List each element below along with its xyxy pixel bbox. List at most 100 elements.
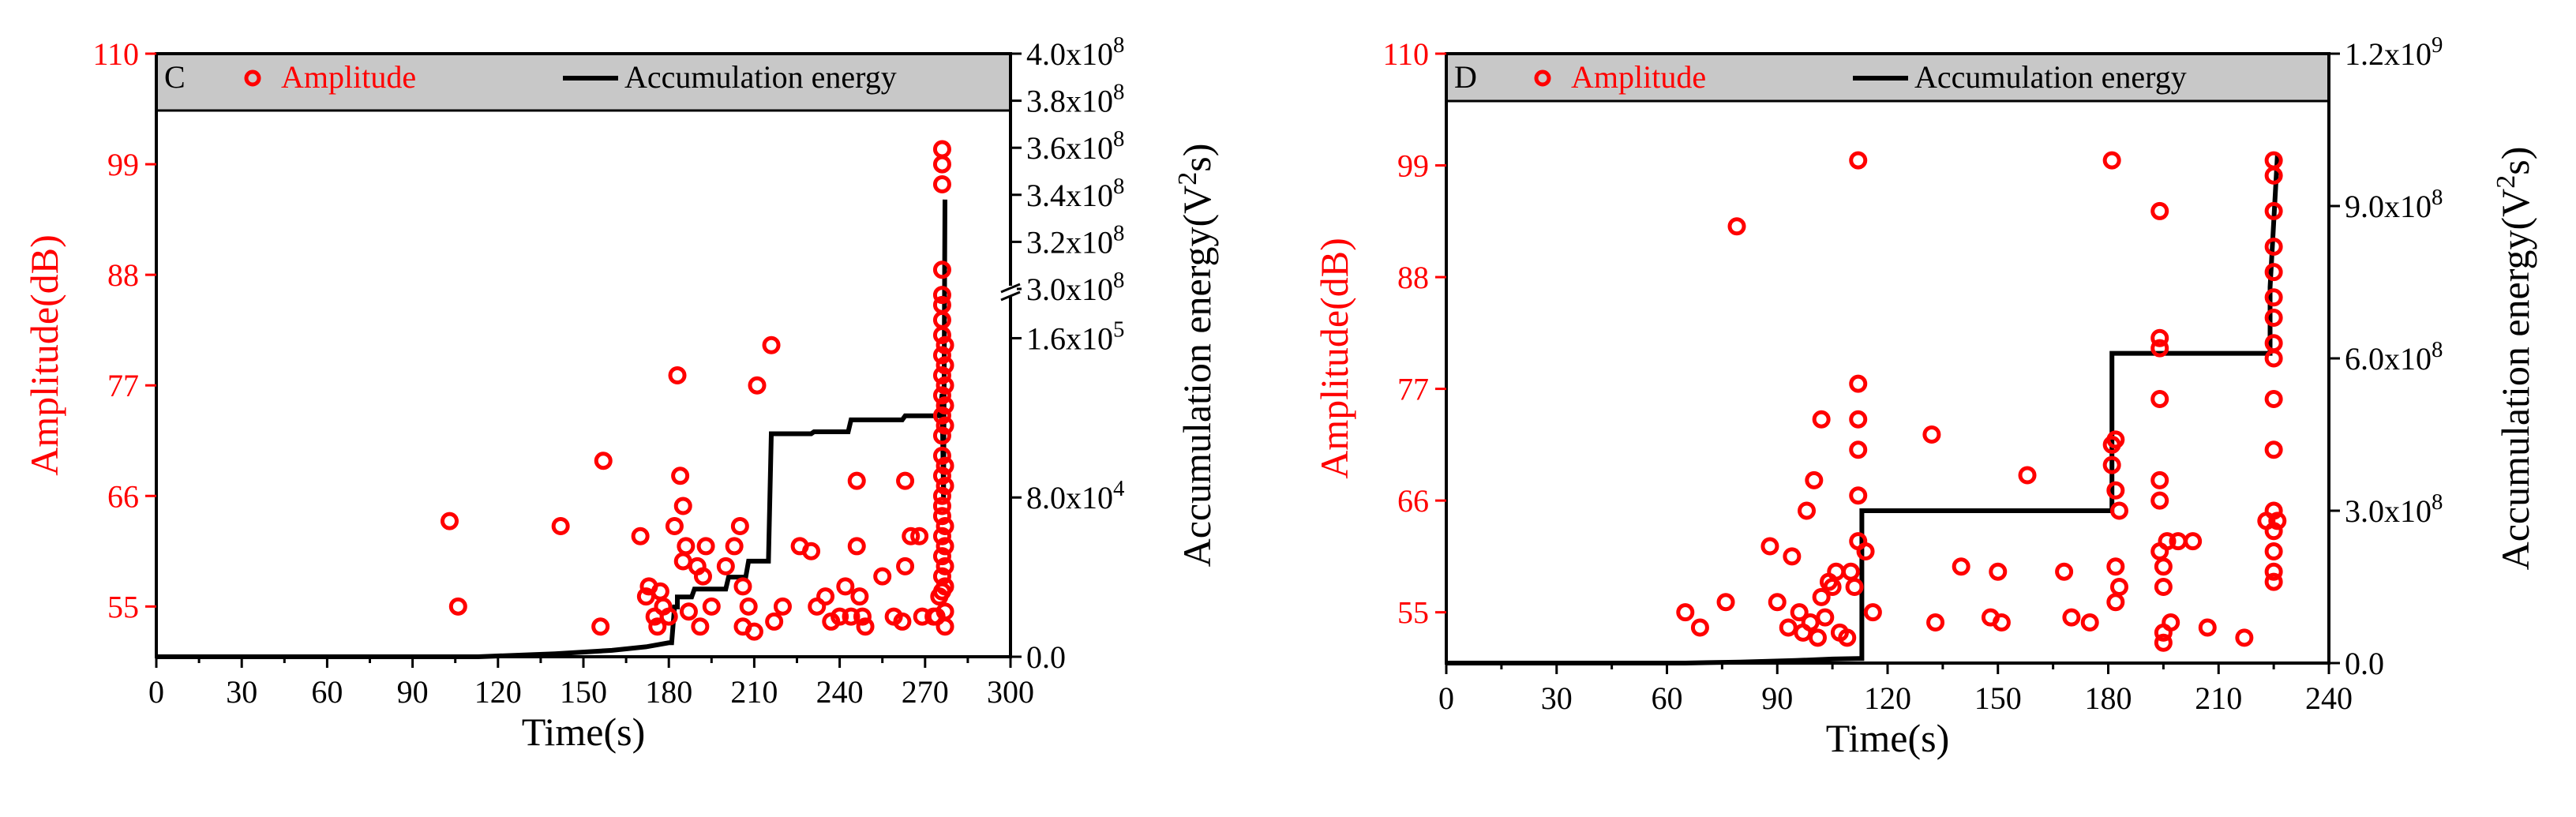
y-right-tick-label-base: 0.0: [2345, 646, 2384, 681]
y-right-tick-label: 3.2x108: [1026, 220, 1124, 260]
amplitude-point: [2154, 633, 2173, 652]
amplitude-point: [910, 527, 929, 545]
x-tick-label: 30: [1541, 680, 1573, 716]
y-right-tick-label-exponent: 8: [1113, 80, 1124, 105]
y-left-axis-title: Amplitude(dB): [22, 234, 66, 476]
amplitude-point: [2264, 389, 2283, 408]
amplitude-point: [2055, 562, 2074, 581]
amplitude-point: [2264, 542, 2283, 560]
x-tick-label: 300: [987, 674, 1034, 710]
amplitude-point: [2109, 578, 2128, 596]
amplitude-point: [2264, 349, 2283, 368]
x-tick-label: 120: [474, 674, 522, 710]
amplitude-point: [1690, 618, 1709, 637]
amplitude-point: [744, 622, 763, 641]
amplitude-point: [673, 497, 692, 515]
axis-break-mark: [1000, 290, 1021, 302]
x-axis-title: Time(s): [1826, 716, 1950, 760]
amplitude-point: [932, 286, 951, 305]
amplitude-point: [725, 537, 744, 556]
amplitude-point: [932, 507, 951, 526]
amplitude-point: [850, 587, 869, 606]
y-right-axis-title-tail: s): [2493, 147, 2537, 175]
amplitude-point: [802, 542, 821, 560]
amplitude-point: [2018, 466, 2037, 485]
y-right-axis-title-sup: 2: [1173, 172, 1202, 186]
amplitude-point: [2150, 389, 2169, 408]
x-tick-label: 90: [397, 674, 429, 710]
amplitude-point: [932, 567, 951, 586]
amplitude-point: [1845, 578, 1864, 596]
plot-frame: [1445, 52, 2330, 665]
legend-amplitude-marker: [1534, 69, 1551, 87]
amplitude-point: [853, 607, 872, 626]
amplitude-point: [936, 557, 954, 575]
y-right-tick-label-exponent: 8: [2432, 489, 2443, 515]
amplitude-point: [2235, 628, 2254, 647]
y-right-tick-label: 6.0x108: [2345, 337, 2443, 377]
y-left-tick-label: 55: [107, 589, 139, 624]
x-tick-label: 210: [2195, 680, 2242, 716]
x-tick-label: 0: [148, 674, 164, 710]
amplitude-point: [1808, 628, 1827, 647]
amplitude-point: [762, 335, 781, 354]
amplitude-point: [691, 617, 710, 636]
amplitude-point: [1805, 470, 1824, 489]
amplitude-point: [1849, 374, 1868, 393]
y-right-tick-label: 1.2x109: [2345, 32, 2443, 72]
y-right-tick-label-base: 3.8x10: [1026, 84, 1113, 119]
amplitude-point: [1816, 608, 1835, 627]
amplitude-point: [932, 295, 951, 314]
amplitude-point: [2150, 491, 2169, 510]
amplitude-point: [2198, 618, 2217, 637]
amplitude-point: [730, 516, 749, 535]
x-tick-label: 240: [816, 674, 864, 710]
y-right-tick-label-base: 0.0: [1026, 639, 1066, 675]
amplitude-point: [2106, 430, 2125, 449]
y-right-tick-label: 3.6x108: [1026, 126, 1124, 166]
amplitude-point: [936, 516, 954, 535]
y-left-tick-label: 66: [107, 478, 139, 514]
amplitude-point: [1768, 593, 1787, 612]
amplitude-point: [693, 567, 712, 586]
amplitude-point: [936, 335, 954, 354]
y-right-tick-label: 1.6x105: [1026, 317, 1124, 356]
y-right-tick-label-base: 4.0x10: [1026, 36, 1113, 72]
y-left-tick-label: 110: [92, 36, 139, 72]
x-axis-title: Time(s): [522, 710, 646, 754]
amplitude-point: [936, 617, 954, 636]
y-right-tick-label-exponent: 8: [2432, 185, 2443, 210]
amplitude-point: [1838, 628, 1857, 647]
panel-label: C: [164, 59, 186, 95]
plot-frame: [155, 52, 1012, 658]
amplitude-point: [932, 155, 951, 174]
amplitude-point: [668, 365, 687, 384]
amplitude-point: [673, 552, 692, 571]
amplitude-point: [1856, 542, 1875, 560]
amplitude-point: [631, 527, 650, 545]
amplitude-point: [2264, 501, 2283, 520]
x-tick-label: 270: [902, 674, 949, 710]
amplitude-point: [932, 365, 951, 384]
amplitude-point: [893, 612, 912, 631]
legend-amplitude-label: Amplitude: [1571, 59, 1706, 95]
x-tick-label: 210: [730, 674, 778, 710]
x-tick-label: 60: [1652, 680, 1683, 716]
y-left-tick-label: 110: [1382, 36, 1429, 72]
y-right-tick-label: 0.0: [2345, 646, 2384, 681]
amplitude-point: [836, 577, 855, 596]
y-right-tick-label-exponent: 8: [1113, 174, 1124, 199]
amplitude-point: [2264, 237, 2283, 256]
y-left-tick-label: 99: [1397, 148, 1429, 184]
amplitude-point: [2102, 151, 2121, 170]
amplitude-point: [2162, 613, 2180, 632]
x-tick-label: 60: [311, 674, 343, 710]
y-right-axis-title: Accumulation energy(V2s): [2492, 147, 2537, 571]
amplitude-point: [716, 557, 735, 575]
amplitude-point: [677, 537, 696, 556]
y-right-tick-label-exponent: 5: [1113, 317, 1124, 342]
amplitude-point: [1849, 151, 1868, 170]
amplitude-point: [2158, 532, 2177, 551]
amplitude-point: [2264, 166, 2283, 185]
amplitude-point: [2264, 562, 2283, 581]
